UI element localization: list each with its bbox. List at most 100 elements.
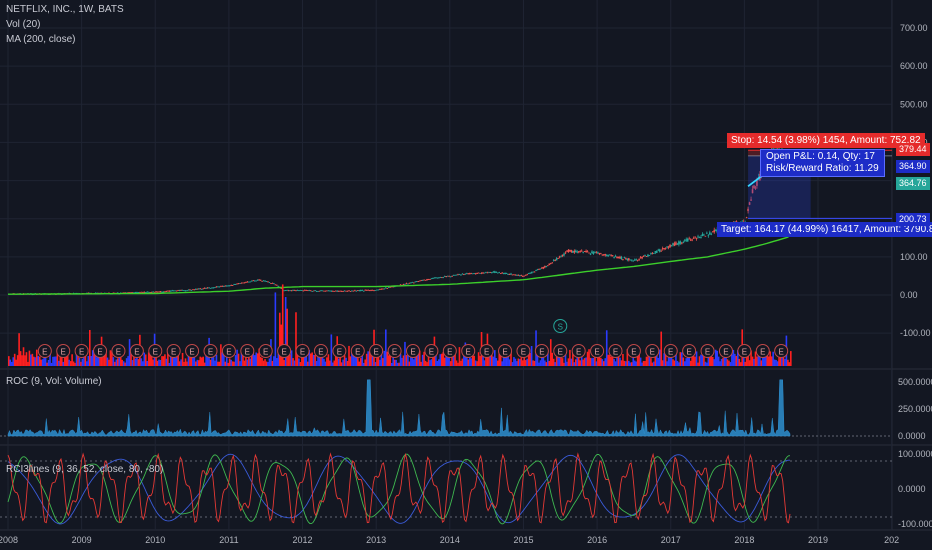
rci-pane xyxy=(0,452,892,525)
volume-bar xyxy=(651,362,654,366)
earnings-marker xyxy=(626,344,641,358)
candle-body xyxy=(243,282,246,284)
x-tick-label: 2016 xyxy=(587,535,607,545)
candle-body xyxy=(309,290,312,292)
volume-bar xyxy=(383,350,386,366)
candle-body xyxy=(147,291,150,293)
volume-bar xyxy=(259,356,262,366)
split-marker-letter: S xyxy=(558,323,563,332)
candle-body xyxy=(424,279,427,281)
volume-bar xyxy=(396,362,399,366)
ma-legend[interactable]: MA (200, close) xyxy=(6,34,76,45)
volume-bar xyxy=(594,351,596,366)
volume-bar xyxy=(604,358,607,366)
volume-bar xyxy=(494,350,496,366)
pnl-label[interactable]: Open P&L: 0.14, Qty: 17 Risk/Reward Rati… xyxy=(760,149,885,177)
volume-bar xyxy=(748,360,751,366)
candle-body xyxy=(159,291,162,293)
volume-bar xyxy=(769,351,771,366)
candle-body xyxy=(575,250,577,253)
volume-bar xyxy=(452,351,455,366)
volume-bar xyxy=(253,355,256,366)
candle-body xyxy=(541,267,543,269)
candle-body xyxy=(420,280,422,282)
volume-bar xyxy=(432,352,434,366)
candle-body xyxy=(239,283,241,284)
volume-bar xyxy=(25,352,28,366)
candle-body xyxy=(448,275,450,277)
target-label[interactable]: Target: 164.17 (44.99%) 16417, Amount: 3… xyxy=(717,222,932,237)
volume-bar xyxy=(361,355,364,366)
volume-bar xyxy=(694,356,696,366)
candle-body xyxy=(225,285,228,287)
stop-label[interactable]: Stop: 14.54 (3.98%) 1454, Amount: 752.82 xyxy=(727,133,925,148)
volume-bar xyxy=(38,356,41,366)
candle-body xyxy=(488,272,490,273)
candle-body xyxy=(411,281,414,283)
volume-bar xyxy=(193,356,196,366)
candle-body xyxy=(220,286,222,287)
symbol-legend[interactable]: NETFLIX, INC., 1W, BATS xyxy=(6,4,124,15)
volume-bar xyxy=(648,354,651,366)
volume-bar xyxy=(488,352,490,366)
candle-body xyxy=(429,279,431,280)
candle-body xyxy=(320,290,322,292)
candle-body xyxy=(418,280,421,282)
candle-body xyxy=(190,290,193,291)
volume-bar xyxy=(355,353,358,366)
candle-body xyxy=(346,290,349,292)
candle-body xyxy=(483,272,486,274)
candle-body xyxy=(415,281,418,282)
earnings-marker xyxy=(442,344,457,358)
volume-bar xyxy=(52,356,54,366)
candle-body xyxy=(570,250,573,253)
x-tick-label: 2008 xyxy=(0,535,18,545)
candle-body xyxy=(591,251,593,254)
volume-bar xyxy=(50,362,53,366)
candle-body xyxy=(629,259,632,261)
candle-body xyxy=(711,231,714,233)
split-marker xyxy=(553,319,568,333)
volume-bar xyxy=(277,350,280,366)
candle-body xyxy=(495,271,498,273)
volume-bar xyxy=(164,354,166,366)
volume-bar xyxy=(703,356,705,366)
volume-legend[interactable]: Vol (20) xyxy=(6,19,41,30)
volume-bar xyxy=(55,356,57,366)
volume-bar xyxy=(206,356,209,366)
volume-bar xyxy=(340,362,343,366)
price-tick-label: 500.00 xyxy=(900,99,928,109)
volume-bar xyxy=(318,353,321,366)
candle-body xyxy=(417,281,420,283)
candle-body xyxy=(178,289,181,292)
candle-body xyxy=(231,285,234,287)
rci-legend[interactable]: RCI3lines (9, 36, 52, close, 80, -80) xyxy=(6,464,164,475)
volume-bar xyxy=(661,360,664,366)
candle-body xyxy=(305,290,308,291)
earnings-marker-letter: E xyxy=(502,348,507,357)
candle-body xyxy=(636,259,639,261)
candle-body xyxy=(267,281,269,283)
volume-bar xyxy=(217,361,219,366)
volume-bar xyxy=(501,361,503,366)
volume-bar xyxy=(728,360,730,366)
volume-bar xyxy=(156,360,159,366)
candle-body xyxy=(679,241,682,244)
candle-body xyxy=(526,274,528,276)
candle-body xyxy=(368,290,371,292)
volume-bar xyxy=(533,360,536,366)
volume-bar xyxy=(784,359,786,366)
earnings-marker-letter: E xyxy=(705,348,710,357)
volume-bar xyxy=(448,357,450,366)
candle-body xyxy=(326,290,328,292)
candle-body xyxy=(530,272,533,274)
volume-bar xyxy=(271,360,274,366)
volume-bar xyxy=(74,362,76,366)
volume-bar xyxy=(658,349,661,366)
volume-bar xyxy=(682,357,685,366)
volume-bar xyxy=(49,352,51,366)
volume-bar xyxy=(653,361,655,366)
roc-legend[interactable]: ROC (9, Vol: Volume) xyxy=(6,376,102,387)
volume-bar xyxy=(47,359,50,366)
volume-bar xyxy=(326,357,328,366)
